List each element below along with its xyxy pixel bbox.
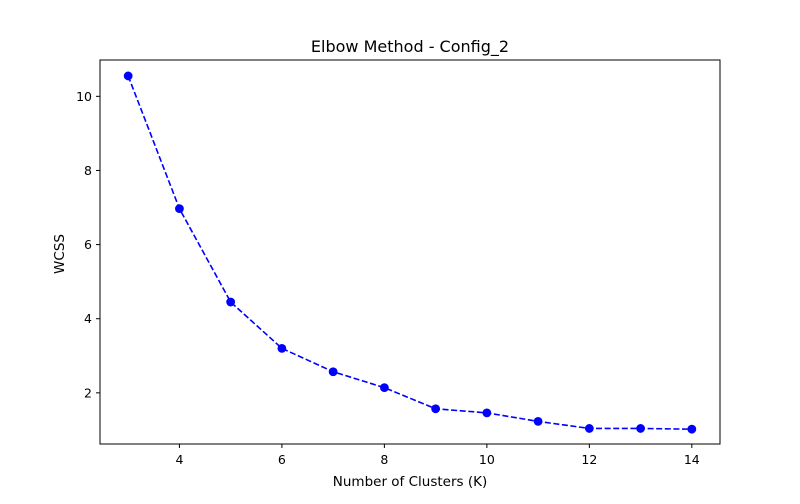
data-point bbox=[328, 367, 338, 377]
x-tick-label: 12 bbox=[581, 452, 597, 467]
plot-area-frame bbox=[99, 59, 721, 445]
data-point bbox=[123, 71, 133, 81]
y-tick-label: 2 bbox=[84, 385, 92, 400]
data-point bbox=[175, 204, 184, 214]
y-axis-title: WCSS bbox=[52, 234, 68, 274]
y-tick-label: 4 bbox=[84, 311, 92, 326]
data-point bbox=[379, 383, 389, 393]
y-tick-label: 6 bbox=[84, 237, 92, 252]
x-tick-label: 10 bbox=[479, 452, 495, 467]
data-point bbox=[584, 424, 594, 433]
data-point bbox=[277, 343, 287, 353]
series-line bbox=[127, 75, 692, 430]
x-axis-title: Number of Clusters (K) bbox=[333, 474, 487, 490]
x-tick-label: 6 bbox=[278, 452, 286, 467]
y-tick-label: 8 bbox=[84, 163, 92, 178]
data-point bbox=[636, 424, 645, 433]
x-tick-label: 14 bbox=[684, 452, 700, 467]
y-tick-label: 10 bbox=[76, 89, 92, 104]
x-tick-label: 4 bbox=[175, 452, 183, 467]
x-tick-label: 8 bbox=[380, 452, 388, 467]
data-point bbox=[687, 424, 697, 434]
chart-title: Elbow Method - Config_2 bbox=[311, 37, 509, 57]
data-point bbox=[482, 408, 492, 418]
data-point bbox=[226, 297, 236, 307]
data-point bbox=[431, 404, 441, 414]
data-point bbox=[533, 416, 543, 426]
